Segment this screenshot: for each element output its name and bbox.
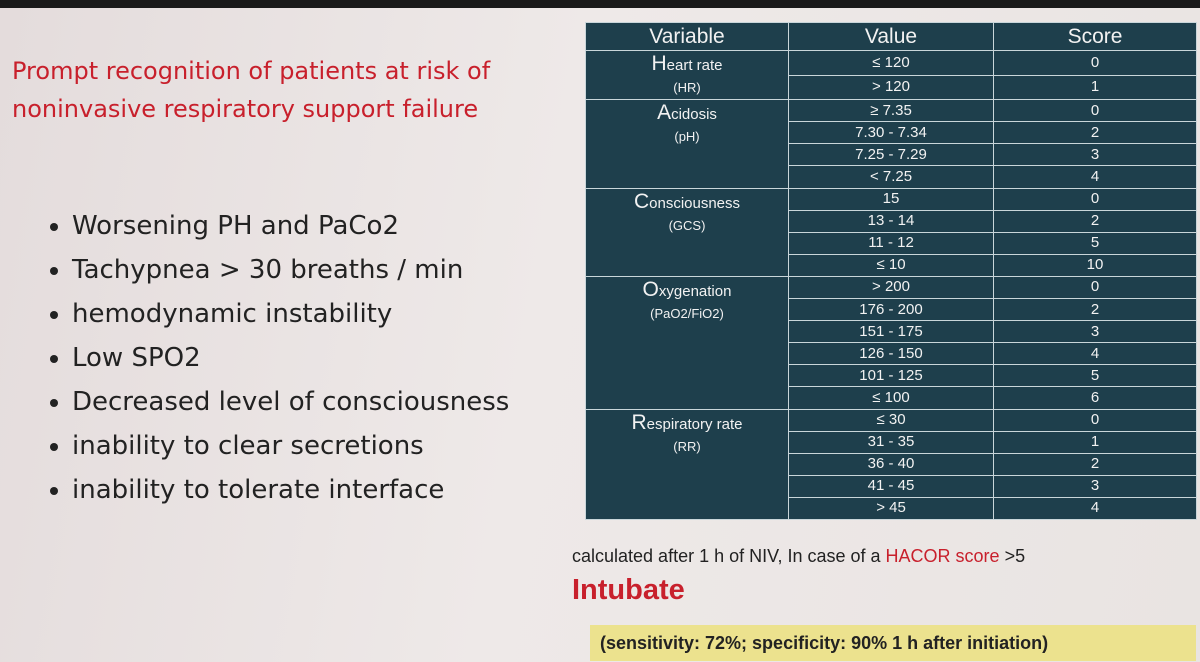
header-cell: Score bbox=[993, 22, 1197, 51]
score-cell: 4 bbox=[993, 496, 1197, 521]
value-cell: 15 bbox=[788, 187, 994, 211]
variable-name: Respiratory rate bbox=[631, 410, 743, 434]
value-cell: 176 - 200 bbox=[788, 298, 994, 322]
score-cell: 3 bbox=[993, 143, 1197, 167]
score-cell: 0 bbox=[993, 50, 1197, 76]
score-cell: 6 bbox=[993, 386, 1197, 410]
variable-cell: Acidosis (pH) bbox=[585, 99, 789, 189]
note: calculated after 1 h of NIV, In case of … bbox=[572, 546, 1025, 567]
value-cell: 41 - 45 bbox=[788, 474, 994, 498]
bullet: Tachypnea > 30 breaths / min bbox=[72, 252, 542, 288]
slide-title: Prompt recognition of patients at risk o… bbox=[12, 57, 491, 123]
header-cell: Variable bbox=[585, 22, 789, 51]
variable-cell: Respiratory rate (RR) bbox=[585, 408, 789, 520]
value-cell: ≤ 30 bbox=[788, 408, 994, 432]
table-row: Oxygenation (PaO2/FiO2) > 200 0 bbox=[585, 275, 1197, 410]
variable-unit: (PaO2/FiO2) bbox=[650, 305, 724, 321]
score-cell: 0 bbox=[993, 408, 1197, 432]
score-cell: 5 bbox=[993, 364, 1197, 388]
value-cell: 101 - 125 bbox=[788, 364, 994, 388]
note-text: >5 bbox=[999, 546, 1026, 566]
table-row: 7.30 - 7.34 2 bbox=[586, 121, 1197, 145]
variable-name: Oxygenation bbox=[642, 277, 732, 301]
score-cell: 5 bbox=[993, 231, 1197, 255]
score-cell: 0 bbox=[993, 99, 1197, 123]
score-cell: 1 bbox=[993, 430, 1197, 454]
variable-unit: (RR) bbox=[673, 438, 701, 454]
score-cell: 4 bbox=[993, 342, 1197, 366]
note-highlight: HACOR score bbox=[885, 546, 1000, 566]
value-cell: 7.25 - 7.29 bbox=[788, 143, 994, 167]
table-row: 13 - 14 2 bbox=[586, 209, 1197, 233]
bullet-list: Worsening PH and PaCo2 Tachypnea > 30 bre… bbox=[48, 208, 542, 516]
variable-unit: (pH) bbox=[674, 129, 700, 145]
score-cell: 0 bbox=[993, 187, 1197, 211]
action: Intubate bbox=[572, 574, 685, 606]
variable-name: Heart rate bbox=[651, 52, 723, 75]
value-cell: > 45 bbox=[788, 496, 994, 521]
table-row: Respiratory rate (RR) ≤ 30 0 bbox=[585, 408, 1197, 520]
variable-name: Acidosis bbox=[657, 101, 717, 125]
variable-cell: Consciousness (GCS) bbox=[585, 187, 789, 277]
note-text: calculated after 1 h of NIV, In case of … bbox=[572, 546, 886, 566]
value-cell: 11 - 12 bbox=[788, 231, 994, 255]
score-cell: 2 bbox=[993, 298, 1197, 322]
variable-unit: (GCS) bbox=[668, 217, 706, 233]
stats-box: (sensitivity: 72%; specificity: 90% 1 h … bbox=[590, 625, 1196, 661]
variable-cell: Oxygenation (PaO2/FiO2) bbox=[585, 275, 789, 410]
score-cell: 2 bbox=[993, 209, 1197, 233]
value-cell: > 200 bbox=[788, 275, 994, 300]
score-cell: 3 bbox=[993, 320, 1197, 344]
variable-unit: (HR) bbox=[673, 80, 701, 95]
value-cell: 31 - 35 bbox=[788, 430, 994, 454]
value-cell: 126 - 150 bbox=[788, 342, 994, 366]
score-cell: 2 bbox=[993, 452, 1197, 476]
table-row: < 7.25 4 bbox=[586, 165, 1197, 189]
value-cell: < 7.25 bbox=[788, 165, 994, 189]
table-row: > 120 1 bbox=[586, 74, 1197, 101]
value-cell: ≥ 7.35 bbox=[788, 99, 994, 123]
score-cell: 2 bbox=[993, 121, 1197, 145]
table-row: 176 - 200 2 bbox=[586, 298, 1197, 322]
score-cell: 3 bbox=[993, 474, 1197, 498]
value-cell: > 120 bbox=[788, 74, 994, 101]
bullet: inability to tolerate interface bbox=[72, 472, 542, 508]
table-row: > 45 4 bbox=[586, 496, 1197, 521]
variable-name: Consciousness bbox=[633, 189, 741, 213]
table-row: ≤ 100 6 bbox=[586, 386, 1197, 410]
value-cell: ≤ 10 bbox=[788, 253, 994, 277]
bullet: Low SPO2 bbox=[72, 340, 542, 376]
table-row: 7.25 - 7.29 3 bbox=[586, 143, 1197, 167]
top-bar bbox=[0, 0, 1200, 8]
value-cell: ≤ 120 bbox=[788, 50, 994, 76]
value-cell: 13 - 14 bbox=[788, 209, 994, 233]
bullet: hemodynamic instability bbox=[72, 296, 542, 332]
variable-cell: Heart rate (HR) bbox=[585, 49, 789, 101]
table-row: Heart rate (HR) ≤ 120 0 bbox=[585, 49, 1197, 101]
bullet: Decreased level of consciousness bbox=[72, 384, 542, 420]
table-row: 151 - 175 3 bbox=[586, 320, 1197, 344]
score-cell: 0 bbox=[993, 275, 1197, 300]
table-row: Consciousness (GCS) 15 0 bbox=[585, 187, 1197, 277]
table-row: Acidosis (pH) ≥ 7.35 0 bbox=[585, 99, 1197, 189]
value-cell: 7.30 - 7.34 bbox=[788, 121, 994, 145]
table-row: 101 - 125 5 bbox=[586, 364, 1197, 388]
header-cell: Value bbox=[788, 22, 994, 51]
header-row: Variable Value Score bbox=[585, 22, 1197, 51]
table-row: 31 - 35 1 bbox=[586, 430, 1197, 454]
value-cell: 151 - 175 bbox=[788, 320, 994, 344]
score-cell: 1 bbox=[993, 74, 1197, 101]
score-cell: 4 bbox=[993, 165, 1197, 189]
hacor-table: Variable Value Score Heart rate (HR) ≤ 120… bbox=[585, 22, 1197, 521]
table-row: 41 - 45 3 bbox=[586, 474, 1197, 498]
value-cell: 36 - 40 bbox=[788, 452, 994, 476]
score-cell: 10 bbox=[993, 253, 1197, 277]
bullet: inability to clear secretions bbox=[72, 428, 542, 464]
table-row: 11 - 12 5 bbox=[586, 231, 1197, 255]
bullet: Worsening PH and PaCo2 bbox=[72, 208, 542, 244]
value-cell: ≤ 100 bbox=[788, 386, 994, 410]
